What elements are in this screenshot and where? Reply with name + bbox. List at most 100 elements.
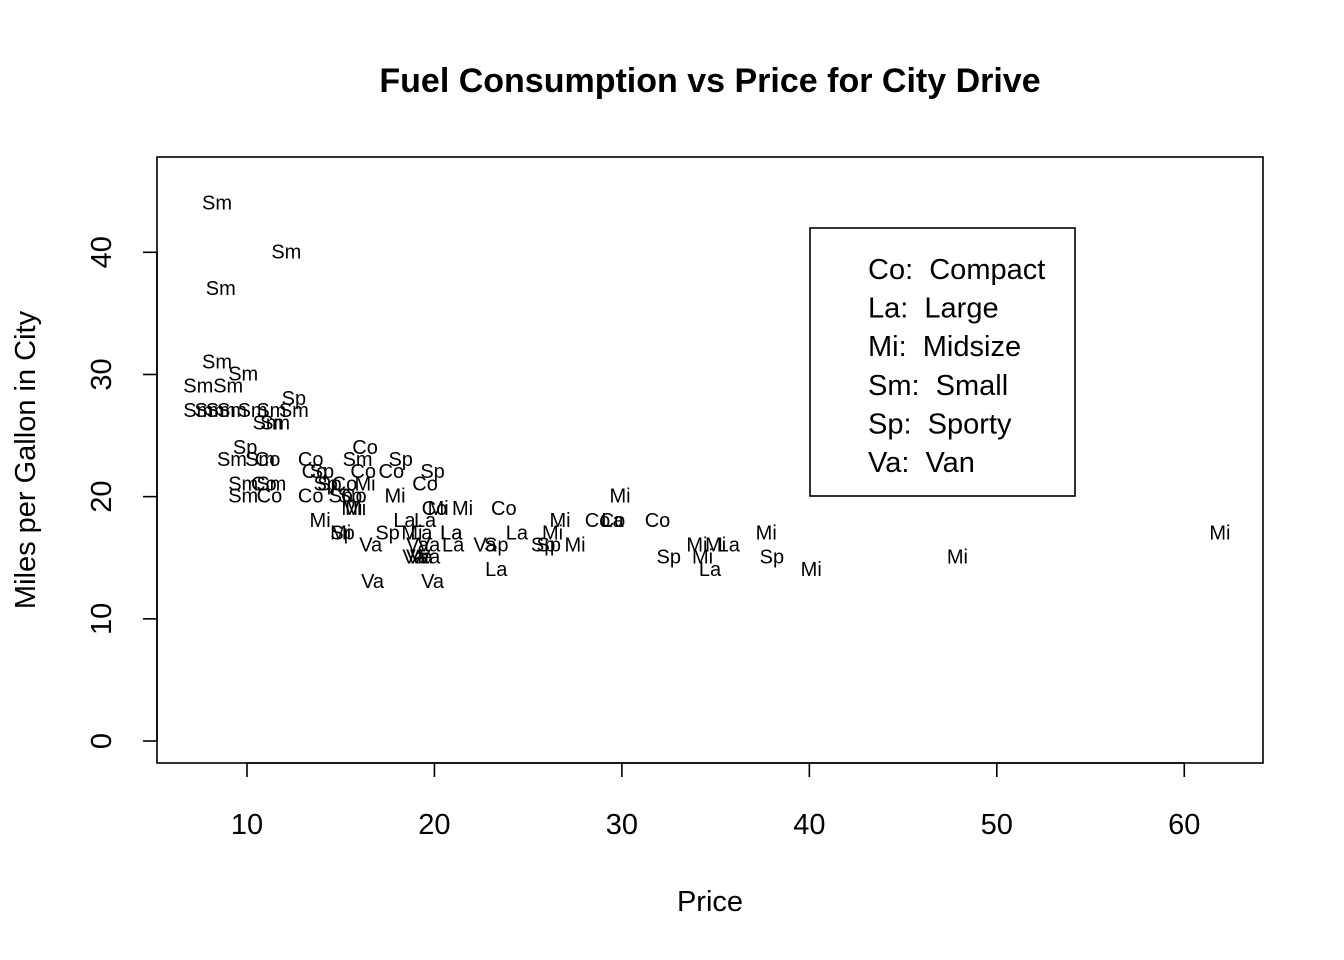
- data-point: Sm: [206, 400, 236, 422]
- data-point: Mi: [385, 486, 406, 508]
- data-point: Sm: [217, 400, 247, 422]
- data-point: Mi: [330, 522, 351, 544]
- y-axis-label: Miles per Gallon in City: [10, 310, 42, 609]
- x-tick-label: 40: [793, 809, 825, 841]
- data-point: Co: [645, 510, 671, 532]
- data-point: Va: [359, 535, 383, 557]
- data-point: Sp: [657, 547, 681, 569]
- legend-entry: Sp: Sporty: [868, 408, 1012, 440]
- data-point: Mi: [801, 559, 822, 581]
- data-point: Mi: [609, 486, 630, 508]
- data-point: Sp: [420, 461, 444, 483]
- data-point: La: [410, 522, 433, 544]
- legend-entry: La: Large: [868, 293, 999, 325]
- data-point: Va: [410, 547, 434, 569]
- data-point: Sm: [183, 376, 213, 398]
- data-point: Mi: [452, 498, 473, 520]
- legend-entry: Va: Van: [868, 447, 975, 479]
- data-point: Sp: [310, 461, 334, 483]
- data-point: Co: [585, 510, 611, 532]
- data-point: La: [440, 522, 463, 544]
- data-point: Sp: [330, 522, 354, 544]
- data-point: Sm: [260, 412, 290, 434]
- data-point: Mi: [756, 522, 777, 544]
- legend-entry: Mi: Midsize: [868, 331, 1021, 363]
- data-point: Co: [255, 449, 281, 471]
- data-point: Sm: [256, 473, 286, 495]
- data-point: Sp: [328, 486, 352, 508]
- x-tick-label: 30: [606, 809, 638, 841]
- data-point: Va: [402, 547, 426, 569]
- data-point: Mi: [428, 498, 449, 520]
- data-point: Sp: [531, 535, 555, 557]
- data-point: Sm: [228, 473, 258, 495]
- data-point: Sm: [256, 400, 286, 422]
- data-point: Co: [332, 473, 358, 495]
- data-point: Va: [421, 571, 445, 593]
- data-point: Mi: [542, 522, 563, 544]
- data-point: Co: [251, 473, 277, 495]
- data-point: Sm: [279, 400, 309, 422]
- data-point: Sm: [213, 376, 243, 398]
- data-point: La: [440, 522, 463, 544]
- y-tick-label: 30: [86, 358, 118, 390]
- data-point: Mi: [686, 535, 707, 557]
- data-point: Mi: [1209, 522, 1230, 544]
- legend-entry: Co: Compact: [868, 254, 1045, 286]
- data-point: Sm: [217, 449, 247, 471]
- data-point: La: [414, 510, 437, 532]
- data-point: La: [718, 535, 741, 557]
- data-point: La: [699, 559, 722, 581]
- data-point: Va: [474, 535, 498, 557]
- data-point: Va: [361, 571, 385, 593]
- data-point: Co: [257, 486, 283, 508]
- data-point: Mi: [345, 498, 366, 520]
- data-point: Co: [412, 473, 438, 495]
- data-point: Co: [422, 498, 448, 520]
- data-point: Mi: [549, 510, 570, 532]
- data-point: Sp: [537, 535, 561, 557]
- data-point: Sm: [228, 363, 258, 385]
- data-point: Mi: [947, 547, 968, 569]
- y-tick-label: 40: [86, 236, 118, 268]
- chart-title: Fuel Consumption vs Price for City Drive: [379, 62, 1040, 100]
- y-tick-label: 0: [86, 733, 118, 749]
- data-point: La: [485, 559, 508, 581]
- data-point: Mi: [564, 535, 585, 557]
- data-point: Sm: [202, 192, 232, 214]
- data-point: Sp: [338, 486, 362, 508]
- data-point: Co: [350, 461, 376, 483]
- data-point: La: [393, 510, 416, 532]
- x-tick-label: 50: [981, 809, 1013, 841]
- data-point: Sm: [238, 400, 268, 422]
- y-axis: 0 10 20 30 40: [86, 236, 158, 749]
- data-point: Sp: [375, 522, 399, 544]
- data-point: Sm: [206, 278, 236, 300]
- x-axis-label: Price: [677, 886, 743, 918]
- data-point: Sm: [343, 449, 373, 471]
- data-point: Co: [491, 498, 517, 520]
- data-point: Va: [406, 547, 430, 569]
- data-point: Co: [302, 461, 328, 483]
- data-point: Mi: [692, 547, 713, 569]
- data-point: Sp: [317, 473, 341, 495]
- data-point: Sp: [313, 473, 337, 495]
- legend-entries: Co: Compact La: Large Mi: Midsize Sm: Small…: [868, 254, 1045, 479]
- data-point: Co: [600, 510, 626, 532]
- legend-box: [809, 227, 1076, 497]
- data-point: Mi: [355, 473, 376, 495]
- data-point: Sm: [253, 412, 283, 434]
- data-point: Co: [379, 461, 405, 483]
- data-point: Co: [341, 486, 367, 508]
- data-point: Mi: [401, 522, 422, 544]
- data-point: Sm: [245, 449, 275, 471]
- data-point: Mi: [705, 535, 726, 557]
- data-point: Co: [298, 449, 324, 471]
- data-point: Sm: [202, 351, 232, 373]
- x-tick-label: 10: [231, 809, 263, 841]
- x-tick-label: 60: [1168, 809, 1200, 841]
- data-point: La: [506, 522, 529, 544]
- legend-entry: Sm: Small: [868, 370, 1008, 402]
